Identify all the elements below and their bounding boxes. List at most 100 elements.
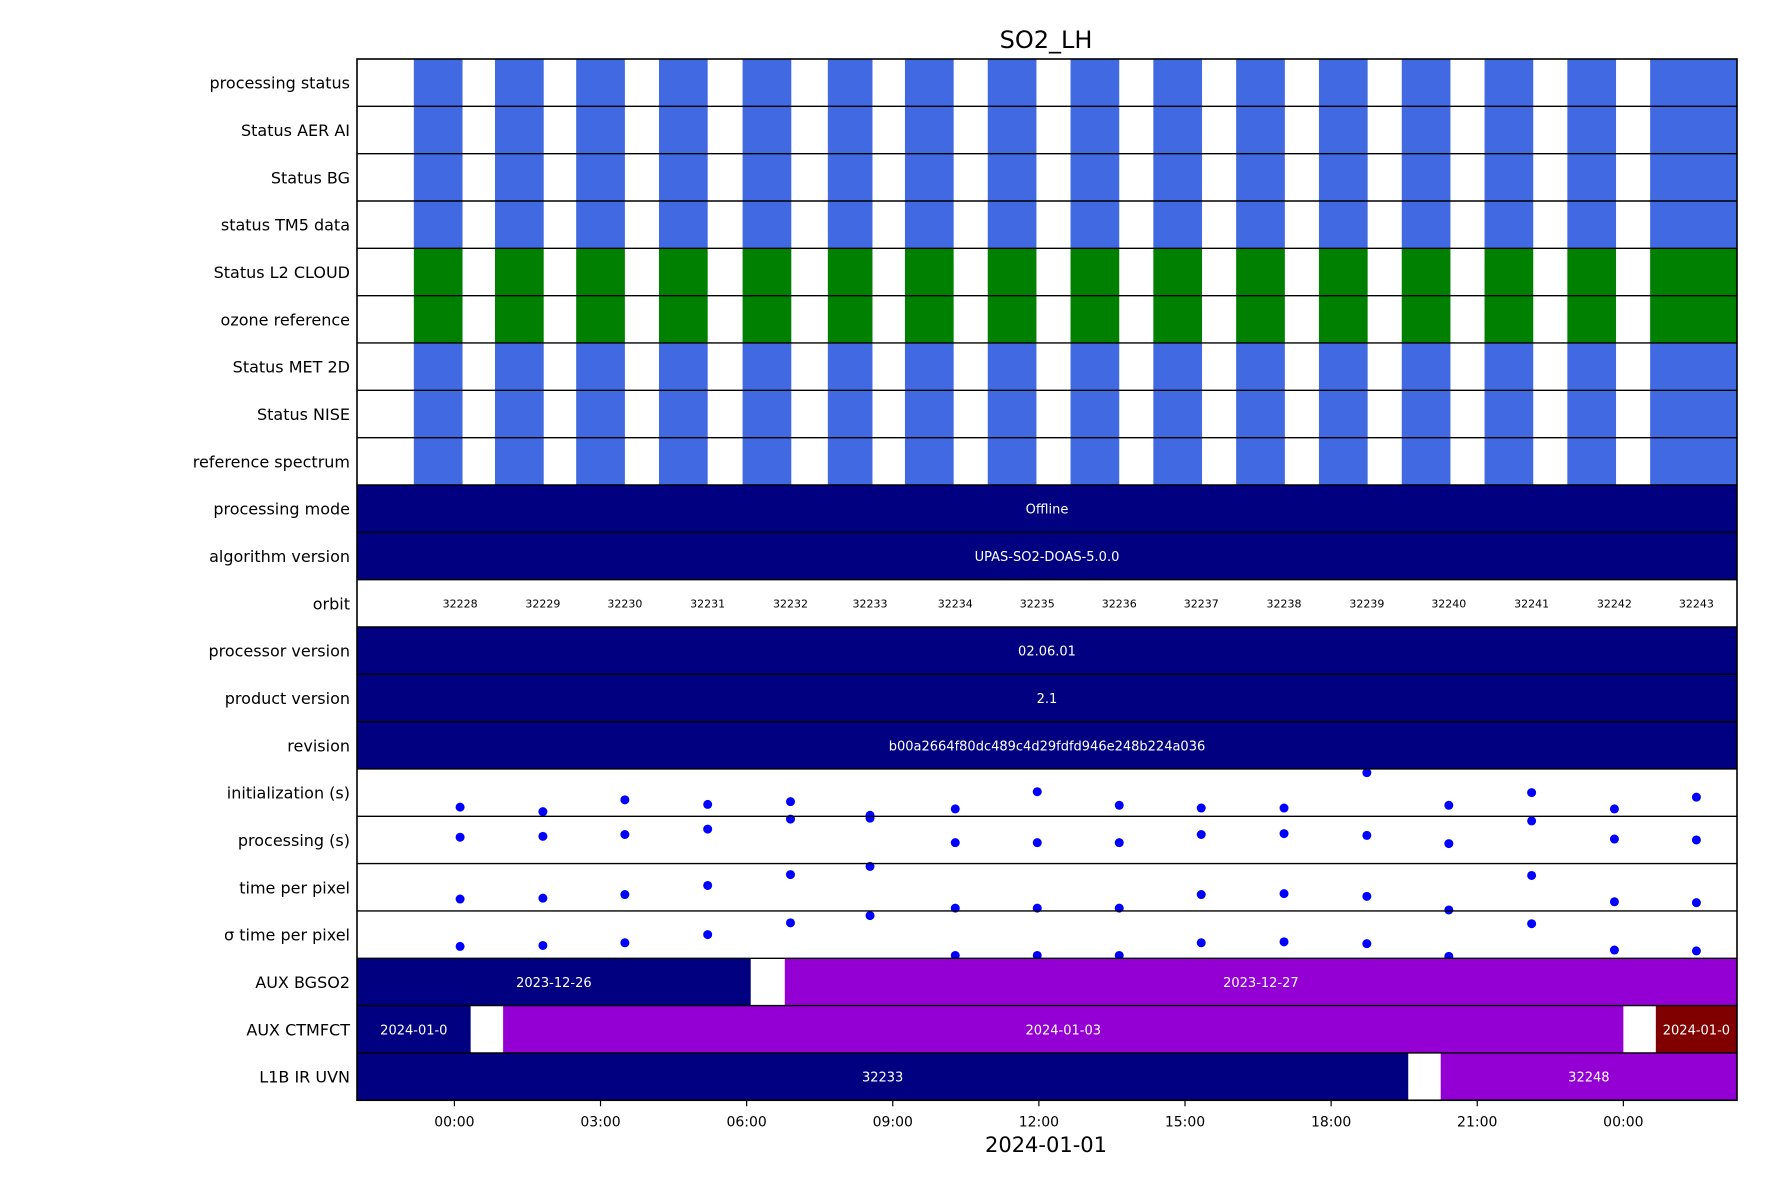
- status-cell-32235: [987, 200, 1037, 249]
- scatter-point: [538, 807, 548, 817]
- status-row: [413, 106, 1737, 154]
- aux-row: 2024-01-0 2024-01-03 2024-01-0: [357, 1005, 1737, 1053]
- scatter-point: [1196, 938, 1206, 948]
- status-cell-32232: [742, 153, 792, 201]
- status-cell-32236: [1070, 200, 1120, 249]
- status-cell-32240: [1401, 200, 1451, 249]
- scatter-point: [1196, 830, 1206, 840]
- row-label: processing (s): [238, 831, 350, 850]
- scatter-point: [1279, 937, 1289, 947]
- row-label: reference spectrum: [193, 452, 350, 471]
- text-row-value: Offline: [1026, 503, 1069, 518]
- status-cell-32231: [658, 437, 708, 485]
- status-cell-32234: [904, 248, 954, 296]
- status-cell-32233: [827, 437, 873, 485]
- status-cell-32228: [413, 437, 463, 485]
- status-cell-32235: [987, 106, 1037, 154]
- status-cell-32229: [495, 295, 544, 343]
- scatter-point: [1032, 838, 1042, 848]
- scatter-point: [865, 911, 875, 921]
- x-tick-label: 12:00: [1019, 1114, 1059, 1130]
- status-cell-32239: [1318, 153, 1368, 201]
- orbit-number: 32233: [853, 597, 888, 610]
- plot-frame: [356, 58, 1738, 1102]
- scatter-point: [455, 941, 465, 951]
- status-cell-32241: [1484, 437, 1534, 485]
- scatter-point: [620, 938, 630, 948]
- status-cell-32239: [1318, 437, 1368, 485]
- row-label: initialization (s): [227, 784, 350, 803]
- scatter-point: [1444, 839, 1454, 849]
- status-cell-32237: [1153, 342, 1203, 391]
- status-cell-32235: [987, 295, 1037, 343]
- status-cell-32229: [495, 153, 544, 201]
- aux-row: 2023-12-26 2023-12-27: [357, 958, 1737, 1006]
- status-cell-32235: [987, 59, 1037, 107]
- aux-segment: [1655, 1005, 1737, 1053]
- status-cell-32235: [987, 437, 1037, 485]
- status-cell-32239: [1318, 59, 1368, 107]
- text-row-value: UPAS-SO2-DOAS-5.0.0: [975, 550, 1120, 565]
- orbit-number: 32232: [773, 597, 808, 610]
- status-cell-32241: [1484, 390, 1534, 438]
- status-cell-32239: [1318, 390, 1368, 438]
- status-cell-32231: [658, 153, 708, 201]
- status-cell-32229: [495, 106, 544, 154]
- status-cell-32233: [827, 295, 873, 343]
- chart-title: SO2_LH: [1000, 26, 1093, 54]
- status-cell-32237: [1153, 153, 1203, 201]
- status-cell-32233: [827, 342, 873, 391]
- status-cell-32237: [1153, 59, 1203, 107]
- status-cell-32233: [827, 106, 873, 154]
- scatter-point: [785, 797, 795, 807]
- status-row: [413, 390, 1737, 438]
- status-cell-32238: [1236, 59, 1285, 107]
- status-cell-32232: [742, 248, 792, 296]
- scatter-point: [785, 870, 795, 880]
- status-cell-32242: [1567, 390, 1617, 438]
- orbit-number: 32236: [1102, 597, 1137, 610]
- scatter-point: [1527, 816, 1537, 826]
- row-label: Status AER AI: [241, 121, 350, 140]
- status-cell-32239: [1318, 106, 1368, 154]
- status-cell-32228: [413, 390, 463, 438]
- status-cell-32231: [658, 200, 708, 249]
- status-cell-32234: [904, 390, 954, 438]
- orbit-row: 32228 32229 32230 32231 32232 32233 32234 32235…: [443, 597, 1714, 610]
- scatter-point: [703, 930, 713, 940]
- status-cell-32238: [1236, 342, 1285, 391]
- orbit-number: 32231: [690, 597, 725, 610]
- scatter-point: [455, 802, 465, 812]
- aux-segment-label: 2023-12-27: [1223, 976, 1299, 991]
- status-cell-32236: [1070, 153, 1120, 201]
- orbit-number: 32234: [938, 597, 973, 610]
- orbit-number: 32241: [1514, 597, 1549, 610]
- scatter-point: [1527, 788, 1537, 798]
- scatter-point: [1444, 800, 1454, 810]
- scatter-point: [1609, 804, 1619, 814]
- status-cell-32234: [904, 106, 954, 154]
- aux-segment-label: 32248: [1568, 1071, 1609, 1086]
- status-cell-32234: [904, 295, 954, 343]
- orbit-number: 32243: [1679, 597, 1714, 610]
- status-cell-32229: [495, 248, 544, 296]
- scatter-point: [1527, 919, 1537, 929]
- scatter-point: [1609, 897, 1619, 907]
- status-cell-32235: [987, 342, 1037, 391]
- aux-segment: [1440, 1052, 1737, 1101]
- status-cell-32242: [1567, 59, 1617, 107]
- status-cell-32232: [742, 59, 792, 107]
- status-cell-32238: [1236, 437, 1285, 485]
- text-row-value: 2.1: [1037, 692, 1058, 707]
- scatter-point: [1691, 792, 1701, 802]
- scatter-point: [1691, 898, 1701, 908]
- scatter-point: [1114, 838, 1124, 848]
- aux-segment-label: 2024-01-0: [1663, 1023, 1730, 1038]
- x-tick-label: 00:00: [434, 1114, 474, 1130]
- row-label: σ time per pixel: [224, 926, 350, 945]
- status-cell-32241: [1484, 248, 1534, 296]
- status-cell-32237: [1153, 248, 1203, 296]
- x-tick-label: 18:00: [1311, 1114, 1351, 1130]
- aux-segment-label: 32233: [862, 1071, 903, 1086]
- status-cell-32234: [904, 59, 954, 107]
